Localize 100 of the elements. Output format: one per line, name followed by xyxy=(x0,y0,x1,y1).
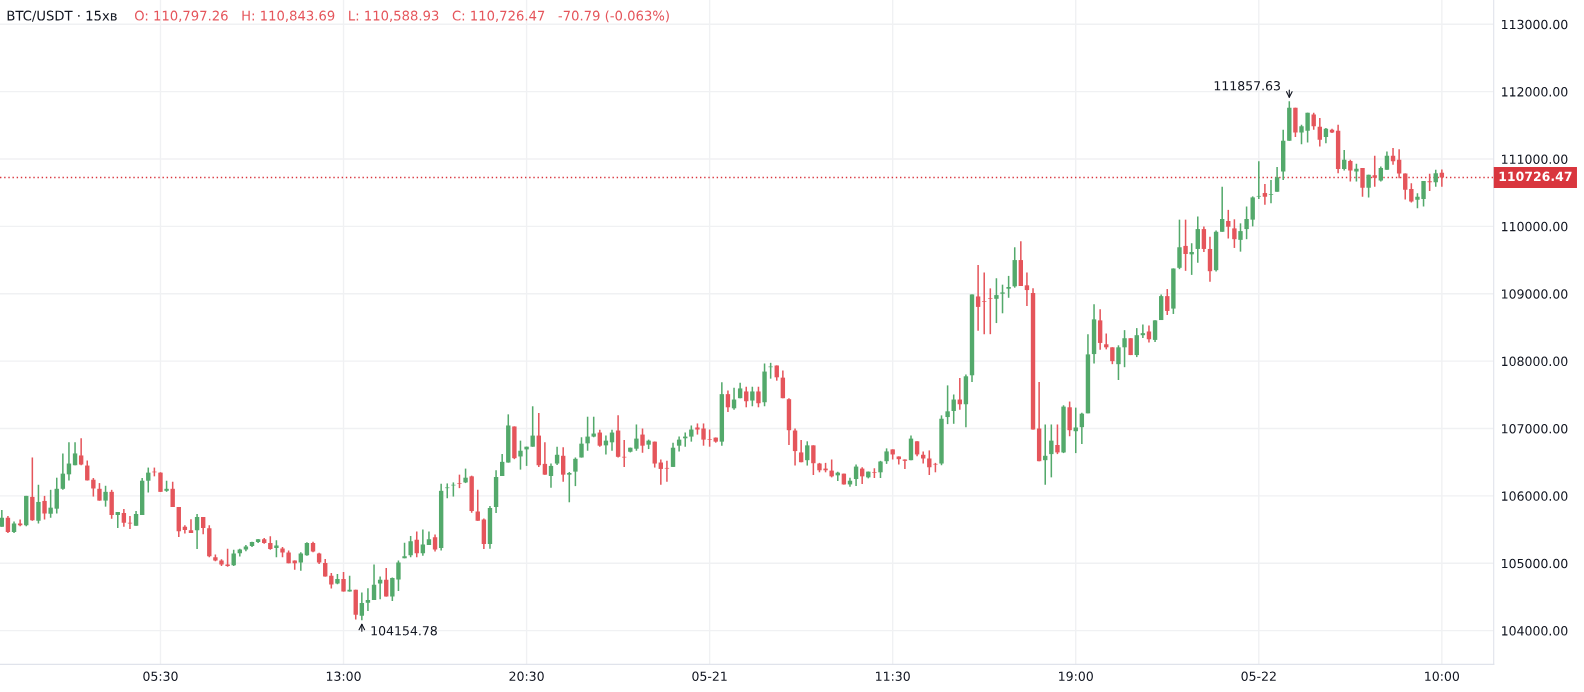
candlestick xyxy=(744,385,749,409)
candlestick xyxy=(1189,242,1194,276)
candlestick xyxy=(518,439,523,471)
candlestick xyxy=(1226,209,1231,240)
candlestick xyxy=(1067,400,1072,438)
x-tick-label: 05-22 xyxy=(1241,671,1276,681)
candlestick xyxy=(561,446,566,483)
candlestick xyxy=(1134,327,1139,358)
candlestick xyxy=(1073,406,1078,454)
candlestick xyxy=(530,405,535,448)
candlestick xyxy=(60,452,66,491)
candlestick xyxy=(30,456,35,522)
candlestick xyxy=(1201,225,1207,253)
candlestick xyxy=(756,385,761,409)
candlestick xyxy=(359,591,365,621)
candlestick xyxy=(1195,215,1200,264)
candlestick xyxy=(341,571,346,593)
candlestick xyxy=(1219,185,1225,233)
candlestick xyxy=(1024,271,1030,307)
candlestick xyxy=(103,485,108,508)
candlestick xyxy=(927,449,932,476)
candlestick xyxy=(1256,160,1261,200)
candlestick xyxy=(1348,158,1353,183)
candlestick xyxy=(1049,423,1054,479)
candlestick xyxy=(1207,236,1213,283)
x-tick-label: 05-21 xyxy=(692,671,727,681)
candlestick xyxy=(1000,283,1005,315)
y-tick-label: 107000.00 xyxy=(1502,423,1568,434)
ref-line-label: 110726.47 xyxy=(1499,171,1572,182)
candlestick xyxy=(750,385,755,408)
candlestick xyxy=(725,389,731,413)
candlestick xyxy=(988,287,993,335)
candlestick xyxy=(975,264,981,332)
candlestick xyxy=(1268,179,1274,204)
candlestick xyxy=(475,489,480,522)
candlestick xyxy=(1274,166,1280,193)
x-tick-label: 10:00 xyxy=(1425,671,1460,681)
x-tick-label: 19:00 xyxy=(1059,671,1093,681)
candlestick xyxy=(127,515,133,530)
text: BTC/USDT · 15хв xyxy=(7,10,117,22)
candlestick xyxy=(945,384,950,425)
text: O: 110,797.26 H: 110,843.69 L: 110,588.93 C: 110,726.47 -70.79 (-0.063%) xyxy=(134,10,669,23)
candlestick xyxy=(1165,288,1170,316)
candlestick xyxy=(1006,275,1011,299)
candlestick xyxy=(585,415,590,452)
candlestick xyxy=(115,511,120,529)
x-tick-label: 13:00 xyxy=(326,671,361,681)
candlestick xyxy=(652,440,657,469)
candlestick xyxy=(445,482,450,500)
candlestick xyxy=(384,567,389,598)
candlestick xyxy=(54,476,59,515)
candlestick xyxy=(548,462,554,489)
candlestick xyxy=(298,551,304,572)
y-tick-label: 112000.00 xyxy=(1502,87,1568,97)
candlestick xyxy=(1360,167,1365,198)
candlestick xyxy=(1097,308,1103,351)
candlestick xyxy=(573,456,578,487)
candlestick xyxy=(158,471,163,493)
y-tick-label: 113000.00 xyxy=(1502,19,1568,30)
candlestick xyxy=(1177,218,1182,270)
candlestick xyxy=(1104,332,1109,351)
candlestick xyxy=(420,528,426,557)
candlestick xyxy=(1055,423,1060,455)
candlestick xyxy=(542,441,548,476)
candlestick xyxy=(78,437,84,466)
annotation: 111857.63 xyxy=(1214,81,1280,91)
candlestick xyxy=(805,440,810,467)
y-tick-label: 111000.00 xyxy=(1502,154,1568,164)
candlestick xyxy=(109,489,114,520)
candlestick xyxy=(994,277,999,324)
candlestick xyxy=(1158,293,1164,321)
candlestick xyxy=(982,271,987,335)
candlestick xyxy=(408,535,413,558)
candlestick xyxy=(1232,218,1237,249)
candlestick xyxy=(896,455,901,466)
candlestick xyxy=(371,563,377,601)
candlestick xyxy=(664,460,670,483)
candlestick xyxy=(811,444,816,476)
x-tick-label: 05:30 xyxy=(143,671,178,681)
y-tick-label: 104000.00 xyxy=(1502,626,1568,636)
candlestick xyxy=(188,518,194,534)
candlestick xyxy=(365,587,371,612)
candlestick xyxy=(1409,182,1414,204)
candlestick xyxy=(170,480,175,508)
candlestick xyxy=(567,471,572,504)
candlestick xyxy=(42,495,47,521)
candlestick xyxy=(554,445,560,466)
candlestick xyxy=(670,441,676,468)
candlestick xyxy=(182,524,188,535)
candlestick xyxy=(1384,150,1390,171)
candlestick xyxy=(1317,117,1323,148)
x-tick-label: 20:30 xyxy=(509,671,544,681)
candlestick xyxy=(1116,344,1121,381)
candlestick xyxy=(1262,183,1268,206)
candlestick xyxy=(48,489,53,519)
y-tick-label: 109000.00 xyxy=(1502,289,1568,299)
y-tick-label: 108000.00 xyxy=(1502,356,1568,367)
candlestick xyxy=(36,483,41,525)
x-tick-label: 11:30 xyxy=(876,671,910,681)
candlestick xyxy=(1372,154,1377,188)
